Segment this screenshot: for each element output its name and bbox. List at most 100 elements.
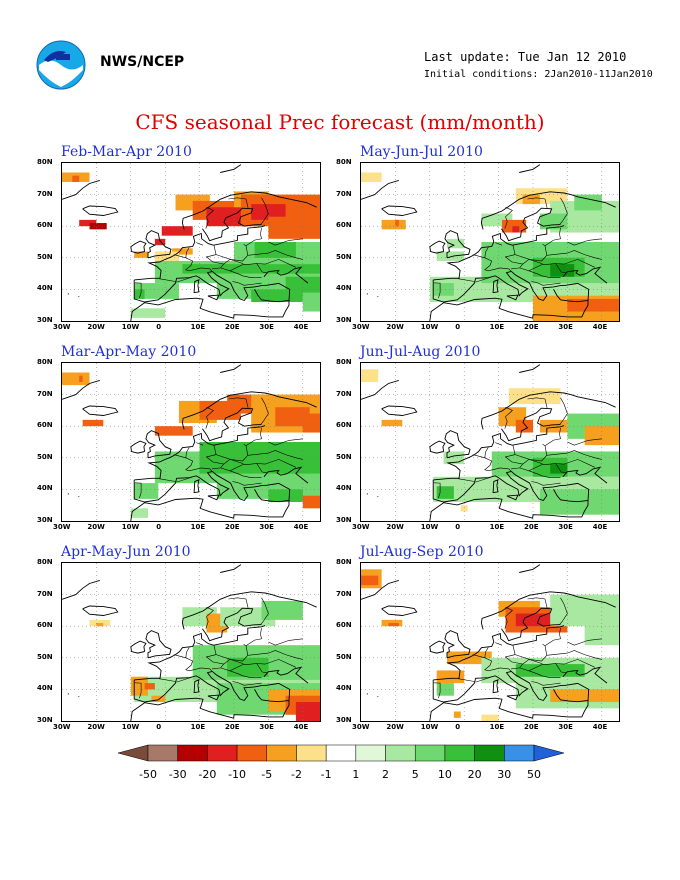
- precip-anomaly-cell: [453, 711, 461, 718]
- latitude-label: 80N: [37, 158, 53, 166]
- country-border: [484, 647, 489, 658]
- panel-title: Jul-Aug-Sep 2010: [360, 544, 484, 560]
- latitude-label: 70N: [37, 189, 53, 198]
- country-border: [247, 250, 303, 260]
- country-border: [185, 247, 190, 258]
- noaa-logo-icon: [36, 40, 86, 90]
- precip-anomaly-cell: [388, 623, 399, 627]
- coastline: [145, 430, 172, 459]
- precip-anomaly-cell: [539, 489, 619, 515]
- precip-anomaly-cell: [395, 219, 399, 227]
- coastline: [444, 430, 471, 459]
- precip-anomaly-cell: [275, 407, 310, 427]
- precip-anomaly-cell: [522, 194, 540, 205]
- country-border: [232, 281, 262, 286]
- longitude-label: 0: [156, 323, 162, 331]
- longitude-label: 40E: [293, 723, 309, 731]
- last-update: Last update: Tue Jan 12 2010: [424, 50, 627, 64]
- country-border: [173, 254, 213, 272]
- longitude-label: 30W: [352, 523, 370, 531]
- coastline: [133, 670, 266, 703]
- country-border: [475, 477, 491, 483]
- coastline: [254, 682, 291, 703]
- panel-title: Feb-Mar-Apr 2010: [61, 144, 192, 160]
- latitude-label: 60N: [336, 421, 352, 430]
- country-border: [472, 254, 512, 272]
- colorbar-label: 30: [497, 768, 512, 781]
- colorbar: -50 -30 -20 -10 -5 -2 -1 1 2 5 10 20 30 50: [117, 744, 565, 784]
- coastline: [432, 270, 565, 303]
- country-border: [475, 277, 491, 283]
- longitude-label: 0: [156, 723, 162, 731]
- precip-anomaly-cell: [154, 238, 166, 246]
- longitude-label: 30E: [259, 323, 274, 331]
- forecast-map: [61, 562, 321, 722]
- latitude-label: 60N: [37, 421, 53, 430]
- precip-anomaly-cell: [254, 242, 296, 258]
- precip-anomaly-cell: [433, 283, 454, 296]
- precip-anomaly-cell: [512, 226, 520, 233]
- forecast-map: [360, 162, 620, 322]
- panel-title: May-Jun-Jul 2010: [360, 144, 483, 160]
- coastline: [263, 466, 309, 484]
- precip-anomaly-cell: [154, 426, 193, 436]
- longitude-label: 40E: [592, 323, 608, 331]
- coastline: [433, 225, 565, 281]
- coastline: [553, 482, 590, 503]
- precip-anomaly-cell: [72, 175, 80, 182]
- colorbar-label: -2: [290, 768, 302, 781]
- coastline: [181, 591, 317, 630]
- latitude-label: 40N: [37, 284, 53, 293]
- coastline: [361, 579, 399, 600]
- longitude-label: 30W: [53, 523, 71, 531]
- country-border: [472, 454, 512, 472]
- coastline: [506, 694, 519, 701]
- panel-title: Jun-Jul-Aug 2010: [360, 344, 481, 360]
- colorbar-swatch: [355, 744, 386, 762]
- coastline: [207, 294, 220, 301]
- country-border: [544, 228, 561, 247]
- longitude-label: 10E: [489, 723, 505, 731]
- coastline: [134, 225, 266, 281]
- precip-anomaly-cell: [508, 388, 561, 405]
- coastline: [501, 607, 561, 642]
- precip-anomaly-cell: [79, 219, 97, 227]
- coastline: [62, 179, 100, 200]
- coastline: [562, 666, 608, 684]
- coastline: [263, 666, 309, 684]
- longitude-label: 30W: [352, 323, 370, 331]
- coastline: [506, 494, 519, 501]
- latitude-label: 70N: [336, 589, 352, 598]
- country-border: [504, 445, 524, 470]
- precip-anomaly-cell: [574, 194, 602, 211]
- latitude-label: 40N: [336, 284, 352, 293]
- coastline: [220, 564, 242, 573]
- coastline: [181, 191, 317, 230]
- coastline: [130, 440, 147, 454]
- precip-anomaly-cell: [130, 308, 166, 318]
- country-border: [515, 643, 548, 662]
- precip-anomaly-cell: [436, 670, 465, 684]
- country-border: [504, 245, 524, 270]
- precip-anomaly-cell: [436, 486, 454, 499]
- country-border: [216, 243, 249, 262]
- coastline: [193, 479, 200, 494]
- longitude-label: 30W: [53, 723, 71, 731]
- country-border: [544, 428, 561, 447]
- coastline: [432, 670, 565, 703]
- longitude-label: 30E: [259, 723, 274, 731]
- country-border: [245, 428, 262, 447]
- coastline: [130, 497, 290, 521]
- longitude-label: 10W: [420, 323, 439, 331]
- colorbar-swatch: [504, 744, 535, 762]
- coastline: [429, 697, 589, 721]
- colorbar-swatch: [296, 744, 327, 762]
- colorbar-swatch: [533, 744, 565, 762]
- colorbar-label: 1: [352, 768, 360, 781]
- coastline: [519, 364, 541, 373]
- country-border: [268, 638, 303, 646]
- coastline: [193, 679, 200, 694]
- latitude-label: 80N: [37, 558, 53, 566]
- coastline: [361, 179, 399, 200]
- latitude-label: 60N: [37, 621, 53, 630]
